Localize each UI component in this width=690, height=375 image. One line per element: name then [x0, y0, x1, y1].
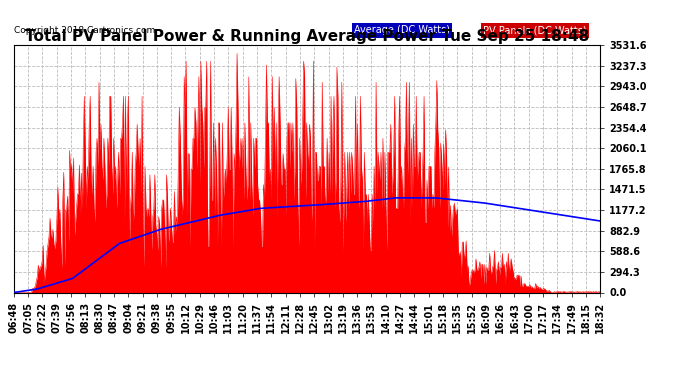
Title: Total PV Panel Power & Running Average Power Tue Sep 25 18:48: Total PV Panel Power & Running Average P…: [25, 29, 589, 44]
Text: Average (DC Watts): Average (DC Watts): [354, 25, 450, 35]
Text: PV Panels (DC Watts): PV Panels (DC Watts): [483, 25, 586, 35]
Text: Copyright 2018 Cartronics.com: Copyright 2018 Cartronics.com: [14, 26, 155, 35]
